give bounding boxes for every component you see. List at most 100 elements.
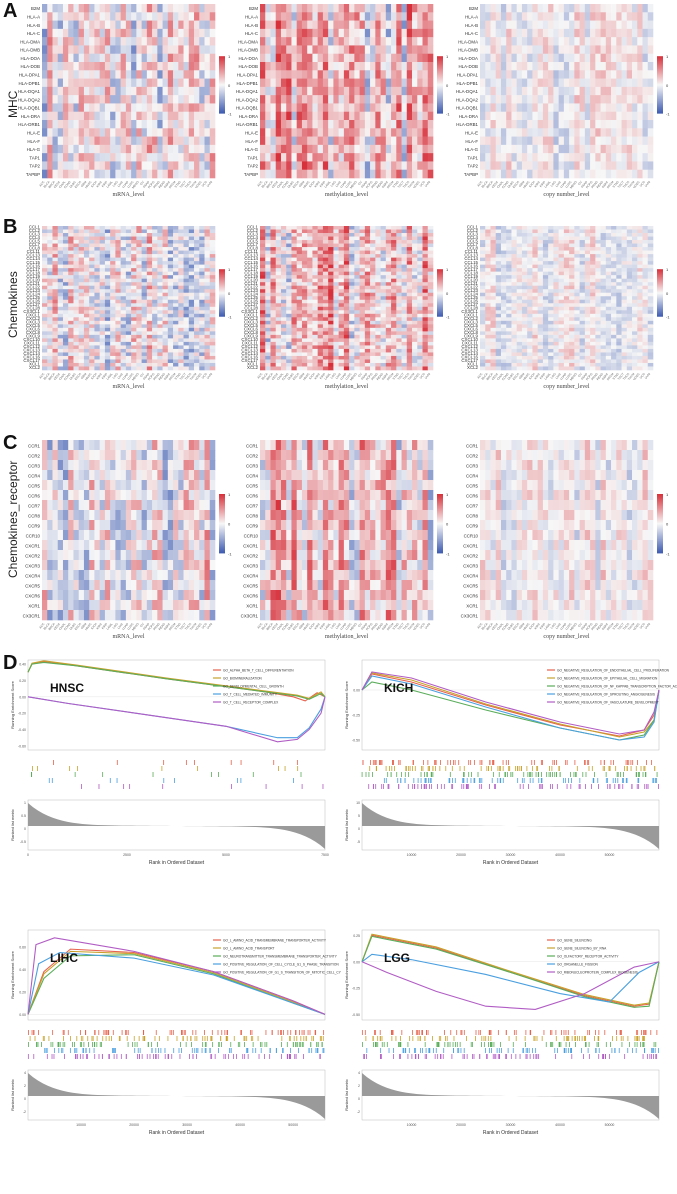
heatmap-cell (322, 95, 329, 104)
column-label: THCA (622, 180, 630, 189)
heatmap-cell (396, 120, 402, 129)
heatmap-cell (553, 111, 559, 121)
heatmap-cell (642, 153, 649, 162)
heatmap-cell (167, 78, 174, 88)
heatmap-cell (68, 226, 74, 230)
heatmap-cell (47, 271, 53, 276)
heatmap-cell (280, 299, 287, 304)
heatmap-cell (370, 292, 376, 297)
heatmap-cell (401, 285, 408, 290)
heatmap-cell (506, 70, 512, 79)
heatmap-cell (322, 4, 329, 13)
heatmap-cell (359, 243, 366, 248)
heatmap-cell (333, 306, 339, 311)
heatmap-cell (632, 120, 638, 129)
row-label: HLA-DPA1 (19, 73, 41, 78)
heatmap-cell (89, 257, 95, 262)
heatmap-cell (364, 261, 371, 265)
heatmap-cell (141, 236, 148, 241)
heatmap-cell (188, 78, 195, 88)
heatmap-cell (569, 53, 575, 63)
heatmap-cell (136, 111, 142, 121)
heatmap-cell (280, 285, 287, 290)
heatmap-cell (632, 144, 638, 154)
heatmap-cell (146, 236, 153, 241)
heatmap-cell (385, 355, 392, 360)
heatmap-cell (209, 243, 216, 248)
heatmap-cell (52, 4, 59, 13)
heatmap-cell (209, 236, 216, 241)
heatmap-cell (136, 161, 142, 171)
heatmap-cell (291, 254, 297, 258)
heatmap-cell (569, 103, 575, 113)
heatmap-cell (73, 95, 79, 104)
row-label: CCL18 (26, 270, 40, 275)
heatmap-cell (370, 4, 376, 13)
heatmap-cell (343, 282, 350, 287)
heatmap-cell (188, 28, 195, 38)
row-label: CCL24 (244, 291, 258, 296)
heatmap-cell (380, 299, 387, 304)
column-label: CHOL (496, 180, 505, 189)
heatmap-cell (280, 278, 287, 283)
heatmap-cell (406, 261, 413, 265)
heatmap-cell (349, 282, 355, 287)
heatmap-cell (152, 264, 158, 269)
heatmap-cell (485, 20, 491, 30)
heatmap-cell (312, 317, 318, 322)
heatmap-cell (120, 289, 127, 294)
heatmap-cell (485, 28, 491, 38)
heatmap-cell (157, 296, 163, 301)
heatmap-cell (94, 153, 100, 162)
heatmap-cell (173, 306, 179, 311)
heatmap-cell (417, 45, 423, 55)
heatmap-cell (385, 111, 392, 121)
heatmap-cell (354, 292, 360, 297)
heatmap-cell (584, 62, 591, 71)
heatmap-cell (183, 169, 190, 179)
heatmap-cell (260, 53, 266, 63)
heatmap-cell (89, 136, 95, 146)
heatmap-cell (157, 257, 163, 262)
heatmap-cell (209, 324, 216, 329)
heatmap-cell (131, 320, 137, 325)
column-label: ESCA (74, 372, 82, 381)
heatmap-cell (204, 37, 211, 46)
heatmap-cell (270, 355, 277, 360)
heatmap-cell (579, 70, 586, 79)
heatmap-cell (89, 331, 95, 336)
heatmap-cell (427, 257, 434, 262)
heatmap-cell (364, 28, 371, 38)
heatmap-cell (136, 128, 142, 137)
heatmap-cell (338, 264, 345, 269)
heatmap-cell (317, 352, 324, 357)
heatmap-cell (275, 352, 282, 357)
heatmap-cell (83, 282, 90, 287)
heatmap-cell (99, 95, 106, 104)
heatmap-cell (47, 37, 53, 46)
heatmap-cell (590, 37, 596, 46)
heatmap-cell (364, 320, 371, 325)
heatmap-cell (115, 161, 121, 171)
heatmap-cell (125, 306, 132, 311)
heatmap-cell (42, 271, 48, 276)
heatmap-cell (642, 53, 649, 63)
heatmap-cell (385, 229, 392, 234)
heatmap-cell (188, 243, 195, 248)
heatmap-cell (204, 70, 211, 79)
heatmap-cell (312, 240, 318, 244)
heatmap-cell (406, 271, 413, 276)
heatmap-cell (131, 45, 137, 55)
heatmap-cell (62, 243, 69, 248)
heatmap-cell (183, 313, 190, 318)
heatmap-cell (162, 331, 169, 336)
heatmap-cell (57, 236, 64, 241)
heatmap-cell (110, 78, 116, 88)
heatmap-cell (506, 28, 512, 38)
heatmap-cell (178, 299, 184, 304)
heatmap-cell (548, 103, 554, 113)
heatmap-cell (178, 306, 184, 311)
heatmap-cell (94, 229, 100, 234)
heatmap-cell (62, 247, 69, 251)
heatmap-cell (296, 240, 303, 244)
